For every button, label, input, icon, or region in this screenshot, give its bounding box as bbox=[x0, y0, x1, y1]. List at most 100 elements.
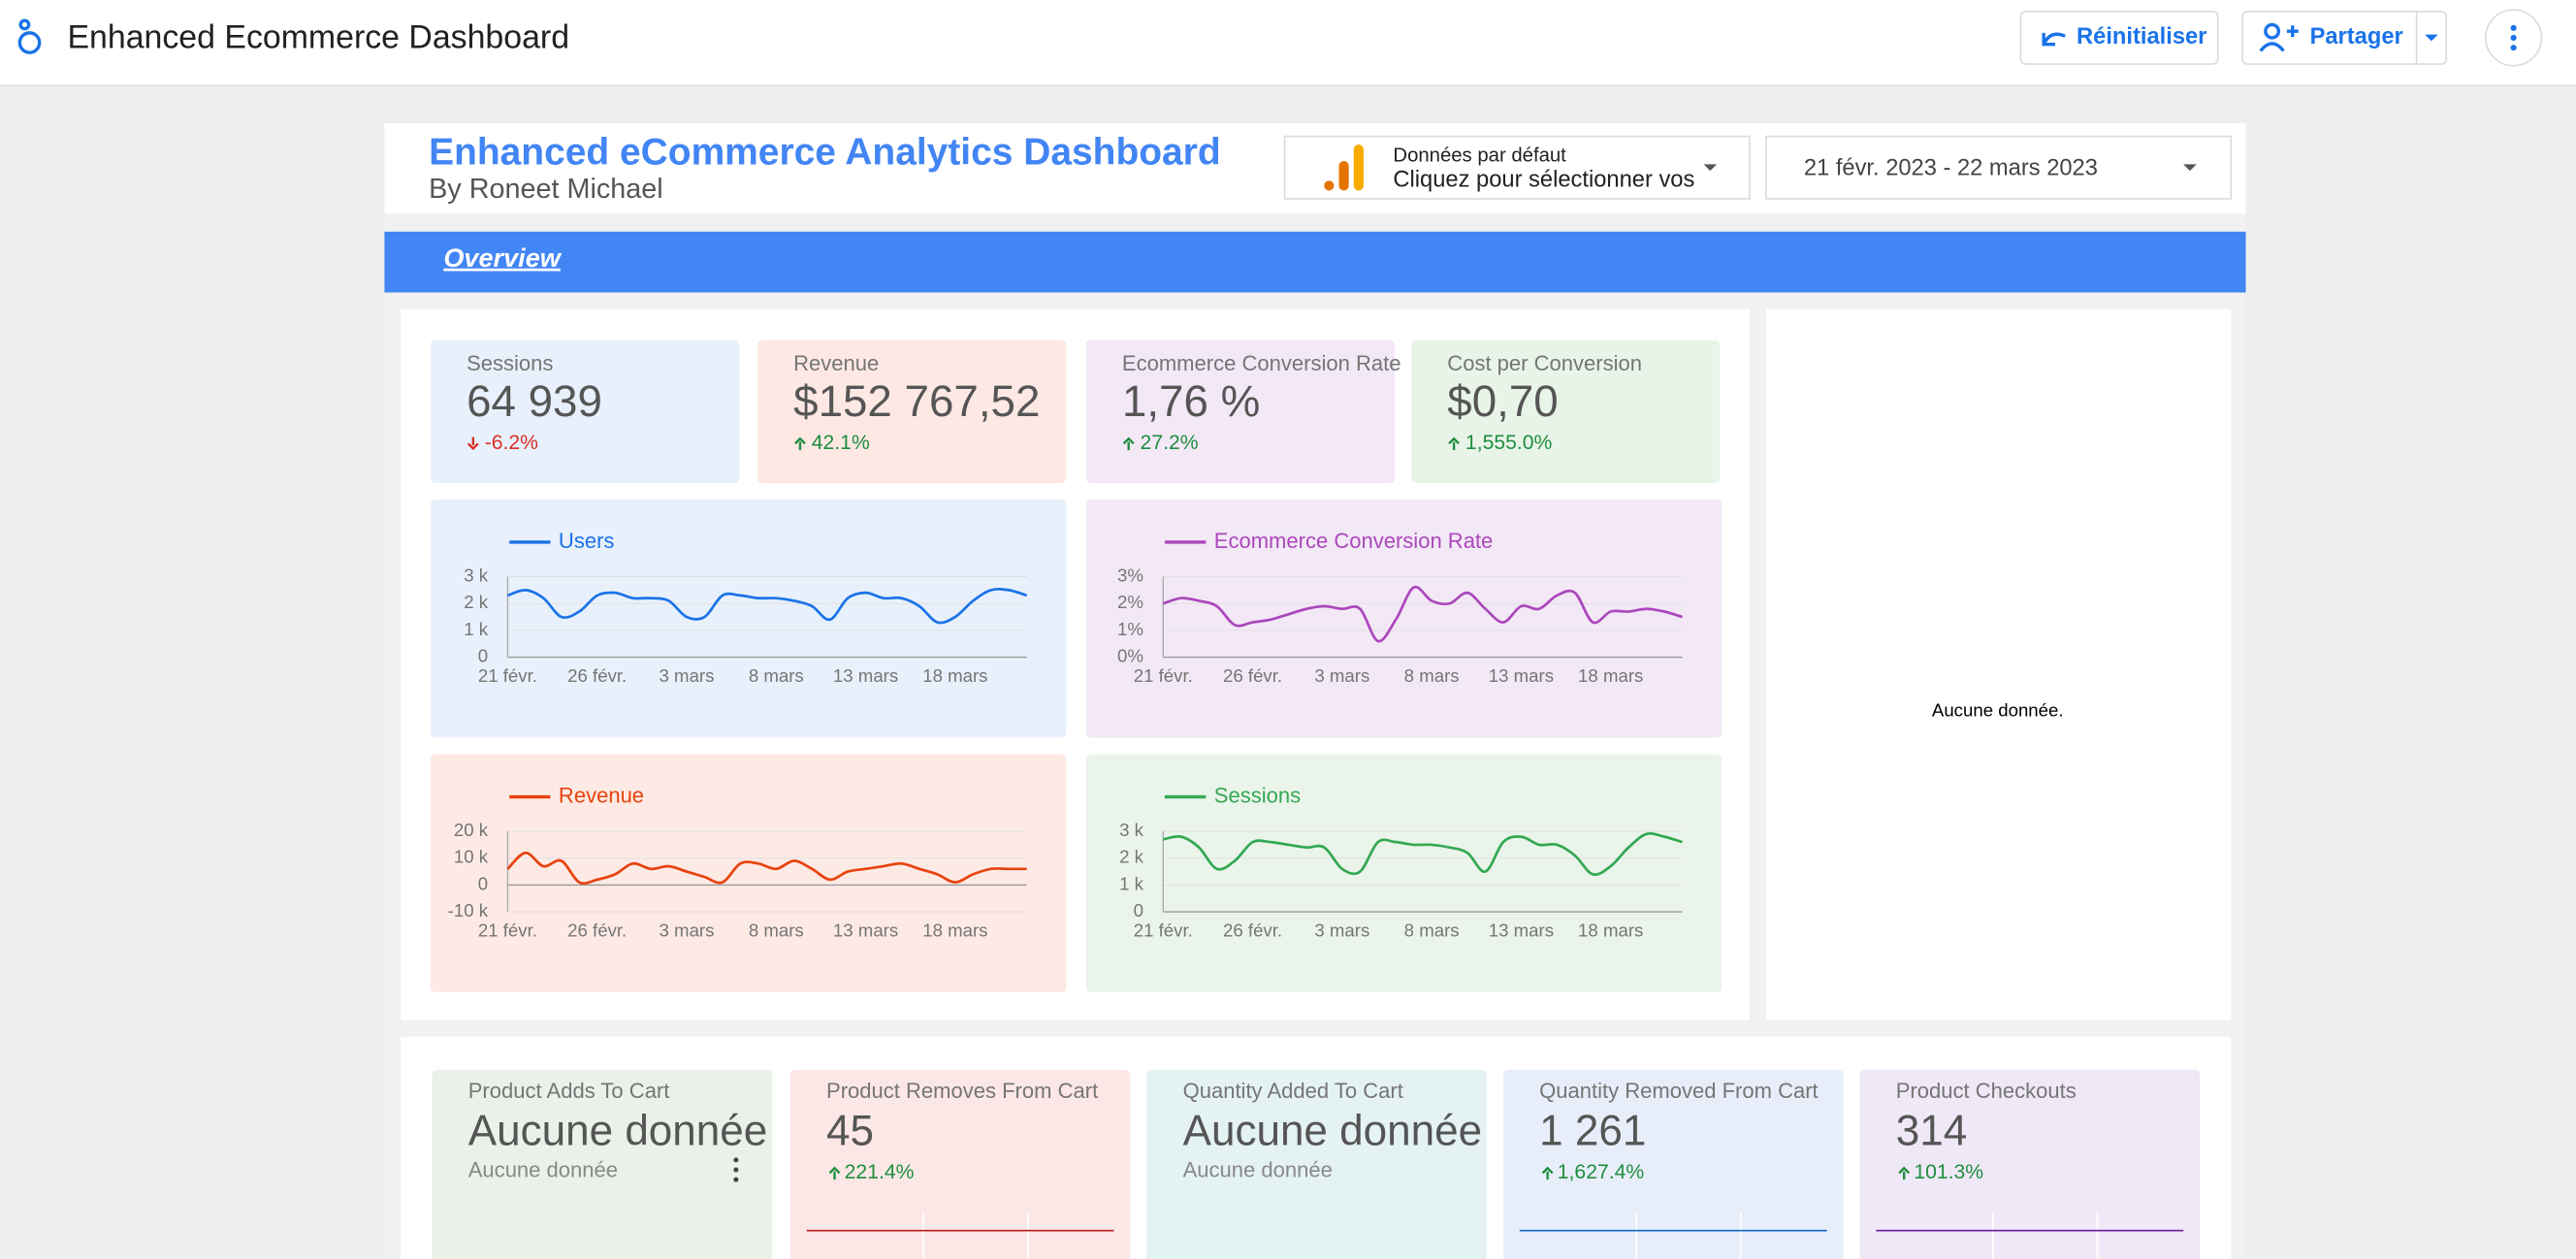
x-tick-label: 26 févr. bbox=[1223, 920, 1282, 940]
scorecard-change: 27.2% bbox=[1141, 432, 1199, 454]
x-tick-label: 8 mars bbox=[1404, 920, 1460, 940]
reset-button[interactable] bbox=[2019, 11, 2219, 65]
legend-label: Revenue bbox=[559, 783, 644, 807]
chart-card bbox=[1085, 754, 1723, 993]
change-arrow bbox=[1541, 1166, 1554, 1180]
scorecard bbox=[1085, 339, 1396, 483]
scorecard-note: Aucune donnée bbox=[468, 1158, 618, 1182]
analytics-icon bbox=[1324, 145, 1364, 191]
empty-message: Aucune donnée. bbox=[1932, 699, 2064, 720]
y-tick-label: 10 k bbox=[454, 847, 489, 867]
scorecard-label: Cost per Conversion bbox=[1447, 351, 1642, 375]
y-tick-label: 1 k bbox=[464, 619, 489, 639]
scorecard-label: Product Adds To Cart bbox=[468, 1079, 670, 1103]
report-title: Enhanced eCommerce Analytics Dashboard bbox=[429, 132, 1221, 174]
scorecard-value: 45 bbox=[826, 1107, 874, 1154]
x-tick-label: 21 févr. bbox=[478, 920, 537, 940]
x-tick-label: 3 mars bbox=[1314, 665, 1369, 686]
y-tick-label: 20 k bbox=[454, 820, 489, 840]
reset-label: Réinitialiser bbox=[2077, 24, 2206, 49]
report-subtitle: By Roneet Michael bbox=[429, 174, 663, 205]
date-range: 21 févr. 2023 - 22 mars 2023 bbox=[1804, 156, 2098, 181]
scorecard bbox=[757, 339, 1067, 483]
scorecard-value: 1 261 bbox=[1539, 1107, 1646, 1154]
x-tick-label: 13 mars bbox=[1489, 665, 1554, 686]
kebab-icon bbox=[733, 1157, 739, 1182]
x-tick-label: 21 févr. bbox=[1134, 665, 1193, 686]
series-line bbox=[506, 587, 1028, 625]
change-arrow bbox=[1122, 436, 1135, 451]
scorecard-note: Aucune donnée bbox=[1183, 1158, 1333, 1182]
y-tick-label: 2% bbox=[1117, 592, 1143, 612]
y-tick-label: 3% bbox=[1117, 565, 1143, 585]
scorecard-change: 1,627.4% bbox=[1558, 1161, 1645, 1183]
x-tick-label: 3 mars bbox=[660, 665, 715, 686]
chart-card bbox=[1085, 499, 1723, 738]
scorecard-change: 221.4% bbox=[845, 1161, 915, 1183]
change-arrow bbox=[794, 436, 806, 451]
tab-overview[interactable]: Overview bbox=[443, 242, 562, 273]
x-tick-label: 18 mars bbox=[1578, 920, 1643, 940]
x-tick-label: 3 mars bbox=[660, 920, 715, 940]
change-arrow bbox=[1898, 1166, 1911, 1180]
dropdown-arrow bbox=[1703, 164, 1718, 172]
menu-icon bbox=[2510, 24, 2517, 51]
data-source-label: Données par défaut bbox=[1393, 145, 1566, 166]
scorecard-label: Ecommerce Conversion Rate bbox=[1122, 351, 1401, 375]
x-tick-label: 8 mars bbox=[749, 920, 804, 940]
x-tick-label: 21 févr. bbox=[1134, 920, 1193, 940]
change-arrow bbox=[1448, 436, 1460, 451]
chart-card bbox=[430, 754, 1067, 993]
x-tick-label: 13 mars bbox=[1489, 920, 1554, 940]
legend-label: Ecommerce Conversion Rate bbox=[1214, 529, 1494, 553]
x-tick-label: 13 mars bbox=[833, 665, 898, 686]
series-line bbox=[1162, 831, 1683, 877]
scorecard-label: Quantity Added To Cart bbox=[1183, 1079, 1403, 1103]
share-dropdown[interactable] bbox=[2425, 34, 2438, 42]
scorecard bbox=[1502, 1069, 1844, 1259]
chart-card bbox=[430, 499, 1067, 738]
app-title: Enhanced Ecommerce Dashboard bbox=[67, 19, 569, 56]
scorecard bbox=[430, 339, 740, 483]
x-tick-label: 3 mars bbox=[1314, 920, 1369, 940]
share-label: Partager bbox=[2310, 24, 2403, 49]
legend-label: Users bbox=[559, 529, 615, 553]
series-line bbox=[1162, 585, 1683, 643]
scorecard bbox=[1146, 1069, 1487, 1259]
scorecard bbox=[1411, 339, 1721, 483]
nav-bar bbox=[384, 231, 2246, 293]
y-tick-label: 3 k bbox=[1119, 820, 1144, 840]
x-tick-label: 26 févr. bbox=[1223, 665, 1282, 686]
x-tick-label: 18 mars bbox=[922, 665, 987, 686]
y-tick-label: 1 k bbox=[1119, 873, 1144, 893]
y-tick-label: 0 bbox=[478, 645, 488, 665]
scorecard-value: 64 939 bbox=[467, 376, 602, 426]
logo bbox=[17, 18, 42, 54]
scorecard-value: 314 bbox=[1896, 1107, 1967, 1154]
scorecard bbox=[789, 1069, 1131, 1259]
scorecard bbox=[432, 1069, 773, 1259]
data-source-value: Cliquez pour sélectionner vos bbox=[1393, 168, 1694, 193]
scorecard-label: Product Removes From Cart bbox=[826, 1079, 1098, 1103]
scorecard-label: Product Checkouts bbox=[1896, 1079, 2077, 1103]
scorecard-label: Revenue bbox=[793, 351, 879, 375]
share-button[interactable] bbox=[2241, 11, 2448, 65]
y-tick-label: 2 k bbox=[1119, 847, 1144, 867]
scorecard-value: Aucune donnée bbox=[468, 1107, 768, 1154]
scorecard-label: Sessions bbox=[467, 351, 553, 375]
panel bbox=[1765, 308, 2232, 1020]
change-arrow bbox=[828, 1166, 841, 1180]
x-tick-label: 26 févr. bbox=[567, 920, 627, 940]
y-tick-label: 2 k bbox=[464, 592, 489, 612]
reset-icon bbox=[2042, 32, 2066, 47]
legend-label: Sessions bbox=[1214, 783, 1301, 807]
series-line bbox=[506, 851, 1027, 886]
scorecard bbox=[1859, 1069, 2201, 1259]
scorecard-value: $0,70 bbox=[1447, 376, 1558, 426]
scorecard-change: 101.3% bbox=[1914, 1161, 1983, 1183]
date-range-control[interactable] bbox=[1765, 135, 2233, 200]
y-tick-label: 3 k bbox=[464, 565, 489, 585]
x-tick-label: 18 mars bbox=[1578, 665, 1643, 686]
